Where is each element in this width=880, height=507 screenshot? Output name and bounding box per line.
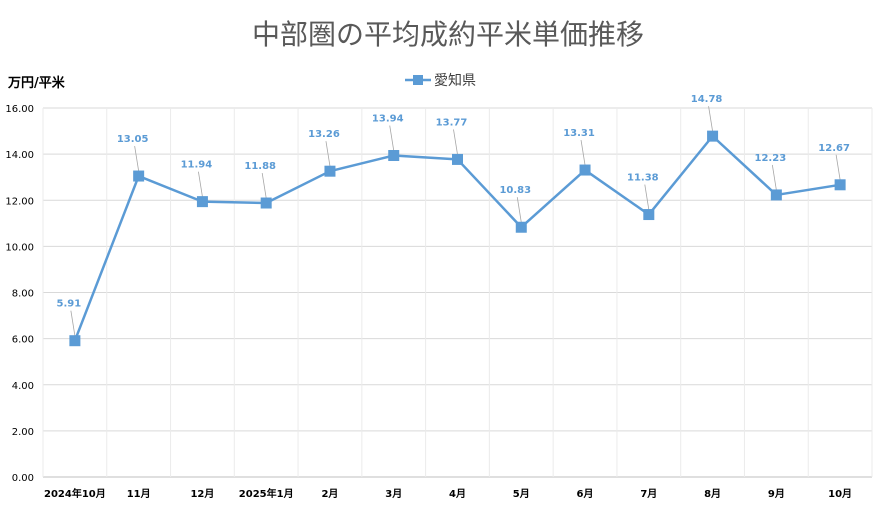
data-labels: 5.91 13.05 11.94 11.88 13.26 13.94 13.77 10.83 1… bbox=[57, 94, 850, 310]
x-tick-label: 9月 bbox=[768, 488, 785, 500]
data-label: 14.78 bbox=[691, 94, 723, 105]
data-label: 11.88 bbox=[244, 161, 276, 172]
y-tick-label: 2.00 bbox=[12, 427, 34, 438]
y-tick-label: 0.00 bbox=[12, 473, 34, 484]
leader-line bbox=[771, 164, 777, 191]
data-point-marker bbox=[69, 335, 81, 347]
data-label: 5.91 bbox=[57, 299, 82, 310]
x-tick-label: 2024年10月 bbox=[44, 487, 106, 500]
leader-line bbox=[325, 141, 331, 167]
data-point-marker bbox=[388, 150, 400, 162]
data-label: 13.94 bbox=[372, 114, 404, 125]
x-tick-label: 7月 bbox=[640, 488, 657, 500]
data-point-marker bbox=[260, 197, 272, 209]
data-label: 10.83 bbox=[499, 185, 531, 196]
leader-line bbox=[580, 139, 586, 166]
leader-line bbox=[70, 310, 76, 336]
data-point-marker bbox=[196, 196, 208, 208]
y-tick-label: 14.00 bbox=[5, 150, 34, 161]
chart-title: 中部圏の平均成約平米単価推移 bbox=[252, 18, 644, 51]
y-tick-label: 12.00 bbox=[5, 196, 34, 207]
data-point-marker bbox=[452, 153, 463, 165]
x-tick-label: 3月 bbox=[385, 488, 402, 500]
legend: 愛知県 bbox=[405, 72, 476, 89]
data-point-marker bbox=[133, 170, 145, 182]
data-label: 12.67 bbox=[818, 143, 850, 154]
leader-line bbox=[644, 184, 650, 210]
x-tick-label: 12月 bbox=[190, 488, 214, 500]
legend-square-marker bbox=[413, 75, 423, 85]
data-label: 12.23 bbox=[755, 153, 787, 164]
y-axis-label: 万円/平米 bbox=[7, 75, 66, 91]
y-tick-label: 4.00 bbox=[12, 381, 34, 392]
leader-line bbox=[198, 171, 203, 197]
leader-line bbox=[261, 172, 267, 199]
y-tick-label: 10.00 bbox=[5, 242, 34, 253]
y-tick-label: 8.00 bbox=[12, 289, 34, 300]
data-label-leaders bbox=[70, 106, 841, 336]
x-tick-label: 2025年1月 bbox=[239, 487, 294, 500]
legend-series-name: 愛知県 bbox=[434, 72, 476, 89]
data-label: 11.94 bbox=[181, 160, 213, 171]
series-markers bbox=[69, 130, 846, 347]
data-label: 13.77 bbox=[436, 117, 468, 128]
y-axis-ticks: 0.00 2.00 4.00 6.00 8.00 10.00 12.00 14.00 16.00 bbox=[5, 104, 34, 484]
data-label: 11.38 bbox=[627, 173, 659, 184]
leader-line bbox=[708, 106, 713, 132]
y-tick-label: 6.00 bbox=[12, 335, 34, 346]
leader-line bbox=[453, 129, 458, 155]
data-label: 13.05 bbox=[117, 134, 149, 145]
data-point-marker bbox=[324, 165, 336, 177]
data-label: 13.26 bbox=[308, 129, 340, 140]
data-point-marker bbox=[834, 179, 846, 191]
x-tick-label: 8月 bbox=[704, 488, 721, 500]
data-point-marker bbox=[515, 221, 527, 233]
leader-line bbox=[389, 125, 395, 151]
data-point-marker bbox=[770, 189, 782, 201]
data-point-marker bbox=[579, 164, 591, 176]
leader-line bbox=[134, 145, 140, 172]
leader-line bbox=[516, 197, 522, 223]
x-tick-label: 4月 bbox=[449, 488, 466, 500]
data-point-marker bbox=[707, 130, 719, 142]
x-tick-label: 11月 bbox=[127, 488, 151, 500]
data-point-marker bbox=[643, 209, 655, 221]
x-tick-label: 2月 bbox=[321, 488, 338, 500]
y-tick-label: 16.00 bbox=[5, 104, 34, 115]
x-axis-ticks: 2024年10月 11月 12月 2025年1月 2月 3月 4月 5月 6月 7月 8月 9月 10月 bbox=[44, 487, 852, 500]
x-tick-label: 5月 bbox=[513, 488, 530, 500]
vertical-gridlines bbox=[42, 108, 873, 477]
x-tick-label: 10月 bbox=[828, 488, 852, 500]
data-label: 13.31 bbox=[563, 128, 595, 139]
x-tick-label: 6月 bbox=[577, 488, 594, 500]
leader-line bbox=[835, 154, 841, 180]
